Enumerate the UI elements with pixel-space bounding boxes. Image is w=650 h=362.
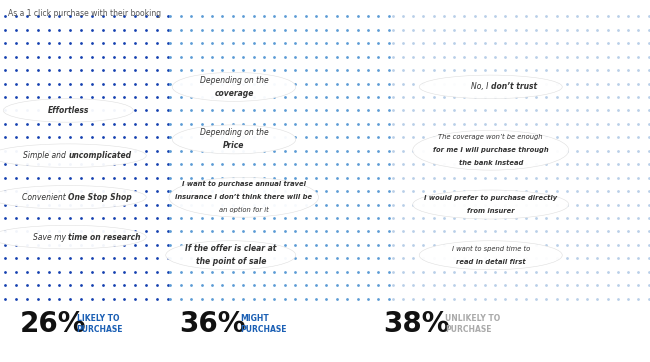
Text: for me I will purchase through: for me I will purchase through [433, 147, 549, 153]
Text: The coverage won’t be enough: The coverage won’t be enough [439, 134, 543, 140]
Text: 38%: 38% [384, 310, 450, 338]
Text: LIKELY TO: LIKELY TO [77, 314, 119, 323]
Text: Effortless: Effortless [47, 106, 89, 115]
Text: coverage: coverage [214, 89, 254, 98]
Text: Convenient: Convenient [22, 193, 68, 202]
Text: UNLIKELY TO: UNLIKELY TO [445, 314, 501, 323]
Text: insurance I don’t think there will be: insurance I don’t think there will be [176, 194, 312, 200]
Ellipse shape [419, 241, 562, 270]
Ellipse shape [3, 99, 133, 122]
Text: read in detail first: read in detail first [456, 259, 526, 265]
Text: don’t trust: don’t trust [491, 83, 537, 91]
Text: Depending on the: Depending on the [200, 76, 268, 85]
Text: 36%: 36% [179, 310, 245, 338]
Text: PURCHASE: PURCHASE [445, 325, 492, 334]
Text: Simple and: Simple and [23, 151, 68, 160]
Ellipse shape [413, 130, 569, 170]
Ellipse shape [172, 125, 296, 154]
Text: MIGHT: MIGHT [240, 314, 269, 323]
Text: I want to spend time to: I want to spend time to [452, 246, 530, 252]
Text: time on research: time on research [68, 233, 141, 241]
Text: I want to purchase annual travel: I want to purchase annual travel [182, 181, 306, 187]
Text: 26%: 26% [20, 310, 86, 338]
Text: No, I: No, I [471, 83, 491, 91]
Text: the bank instead: the bank instead [458, 160, 523, 166]
Text: I would prefer to purchase directly: I would prefer to purchase directly [424, 195, 557, 201]
Text: One Stop Shop: One Stop Shop [68, 193, 132, 202]
Text: PURCHASE: PURCHASE [240, 325, 287, 334]
Text: Depending on the: Depending on the [200, 129, 268, 137]
Text: Price: Price [224, 142, 244, 150]
Ellipse shape [0, 225, 146, 249]
Text: As a 1 click purchase with their booking: As a 1 click purchase with their booking [8, 9, 161, 18]
Text: If the offer is clear at: If the offer is clear at [185, 244, 276, 253]
Text: uncomplicated: uncomplicated [68, 151, 131, 160]
Ellipse shape [0, 185, 146, 209]
Ellipse shape [413, 190, 569, 219]
Ellipse shape [172, 72, 296, 101]
Ellipse shape [0, 144, 146, 167]
Text: from insurer: from insurer [467, 208, 515, 214]
Text: PURCHASE: PURCHASE [77, 325, 124, 334]
Ellipse shape [169, 177, 318, 217]
Text: Save my: Save my [33, 233, 68, 241]
Ellipse shape [419, 75, 562, 98]
Ellipse shape [166, 241, 296, 270]
Text: an option for it: an option for it [219, 207, 268, 213]
Text: the point of sale: the point of sale [196, 257, 266, 266]
